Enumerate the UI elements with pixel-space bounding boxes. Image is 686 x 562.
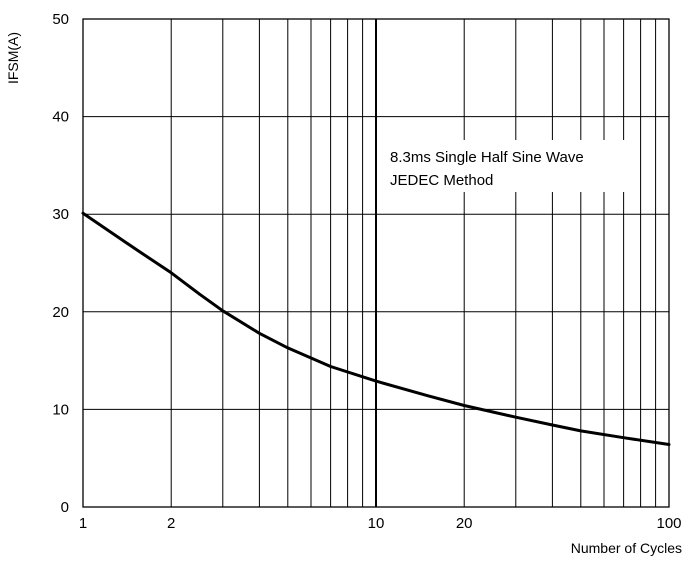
x-tick-label: 2 bbox=[167, 515, 175, 532]
annotation-line-2: JEDEC Method bbox=[390, 172, 493, 189]
x-axis-title: Number of Cycles bbox=[571, 540, 682, 556]
y-tick-label: 0 bbox=[61, 499, 69, 516]
y-tick-label: 50 bbox=[52, 11, 69, 28]
x-tick-label: 1 bbox=[79, 515, 87, 532]
series-line bbox=[81, 211, 671, 446]
x-tick-label: 10 bbox=[368, 515, 385, 532]
y-axis-title: IFSM(A) bbox=[5, 32, 21, 84]
x-tick-label: 100 bbox=[656, 515, 681, 532]
annotation-background bbox=[381, 140, 636, 192]
y-tick-label: 20 bbox=[52, 304, 69, 321]
y-tick-label: 30 bbox=[52, 206, 69, 223]
grid bbox=[83, 19, 669, 507]
y-tick-label: 40 bbox=[52, 109, 69, 126]
y-tick-label: 10 bbox=[52, 401, 69, 418]
x-tick-label: 20 bbox=[456, 515, 473, 532]
plot-frame bbox=[82, 18, 670, 508]
annotation-line-1: 8.3ms Single Half Sine Wave bbox=[390, 149, 584, 166]
tick-labels: 1 2 10 20 100 0 10 20 30 40 50 bbox=[52, 11, 681, 532]
